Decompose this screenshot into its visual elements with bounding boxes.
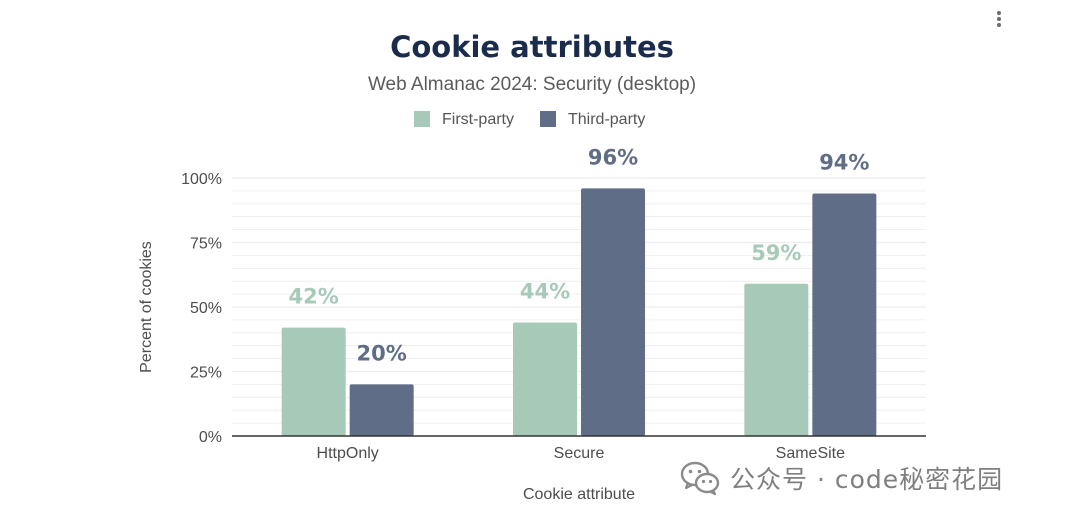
grid-layer bbox=[232, 177, 926, 424]
data-label-first-party: 44% bbox=[520, 279, 570, 303]
chart-title: Cookie attributes bbox=[390, 30, 674, 64]
wechat-icon bbox=[680, 461, 720, 496]
watermark-text: 公众号 · code秘密花园 bbox=[730, 465, 1004, 494]
text-layer: Cookie attributes Web Almanac 2024: Secur… bbox=[138, 30, 869, 503]
more-options-button[interactable] bbox=[986, 6, 1012, 32]
data-label-third-party: 94% bbox=[819, 150, 869, 174]
bar-first-party-secure bbox=[513, 322, 577, 436]
bar-first-party-httponly bbox=[281, 327, 346, 436]
bar-third-party-secure bbox=[581, 188, 645, 436]
y-tick-label: 0% bbox=[199, 429, 222, 446]
legend-swatch-first-party bbox=[414, 111, 430, 127]
x-tick-label: Secure bbox=[554, 445, 605, 462]
legend-label-first-party: First-party bbox=[442, 111, 514, 128]
legend-label-third-party: Third-party bbox=[568, 111, 645, 128]
watermark: 公众号 · code秘密花园 bbox=[680, 458, 1060, 498]
data-label-first-party: 42% bbox=[289, 285, 339, 309]
y-axis-title: Percent of cookies bbox=[138, 241, 155, 373]
bars-layer bbox=[281, 188, 877, 436]
more-vertical-icon bbox=[997, 11, 1001, 15]
more-vertical-icon-dot bbox=[997, 17, 1001, 21]
more-vertical-icon-dot bbox=[997, 23, 1001, 27]
legend-swatch-third-party bbox=[540, 111, 556, 127]
y-tick-label: 25% bbox=[190, 365, 222, 382]
bar-third-party-samesite bbox=[812, 193, 877, 436]
data-label-first-party: 59% bbox=[751, 241, 801, 265]
x-tick-label: HttpOnly bbox=[317, 445, 379, 462]
chart-subtitle: Web Almanac 2024: Security (desktop) bbox=[368, 74, 696, 95]
y-tick-label: 75% bbox=[190, 236, 222, 253]
bar-third-party-httponly bbox=[349, 384, 414, 436]
bar-first-party-samesite bbox=[744, 283, 809, 436]
x-tick-label: SameSite bbox=[776, 445, 845, 462]
data-label-third-party: 20% bbox=[357, 341, 407, 365]
y-tick-label: 100% bbox=[181, 171, 222, 188]
data-label-third-party: 96% bbox=[588, 145, 638, 169]
y-tick-label: 50% bbox=[190, 300, 222, 317]
x-axis-title: Cookie attribute bbox=[523, 486, 635, 503]
